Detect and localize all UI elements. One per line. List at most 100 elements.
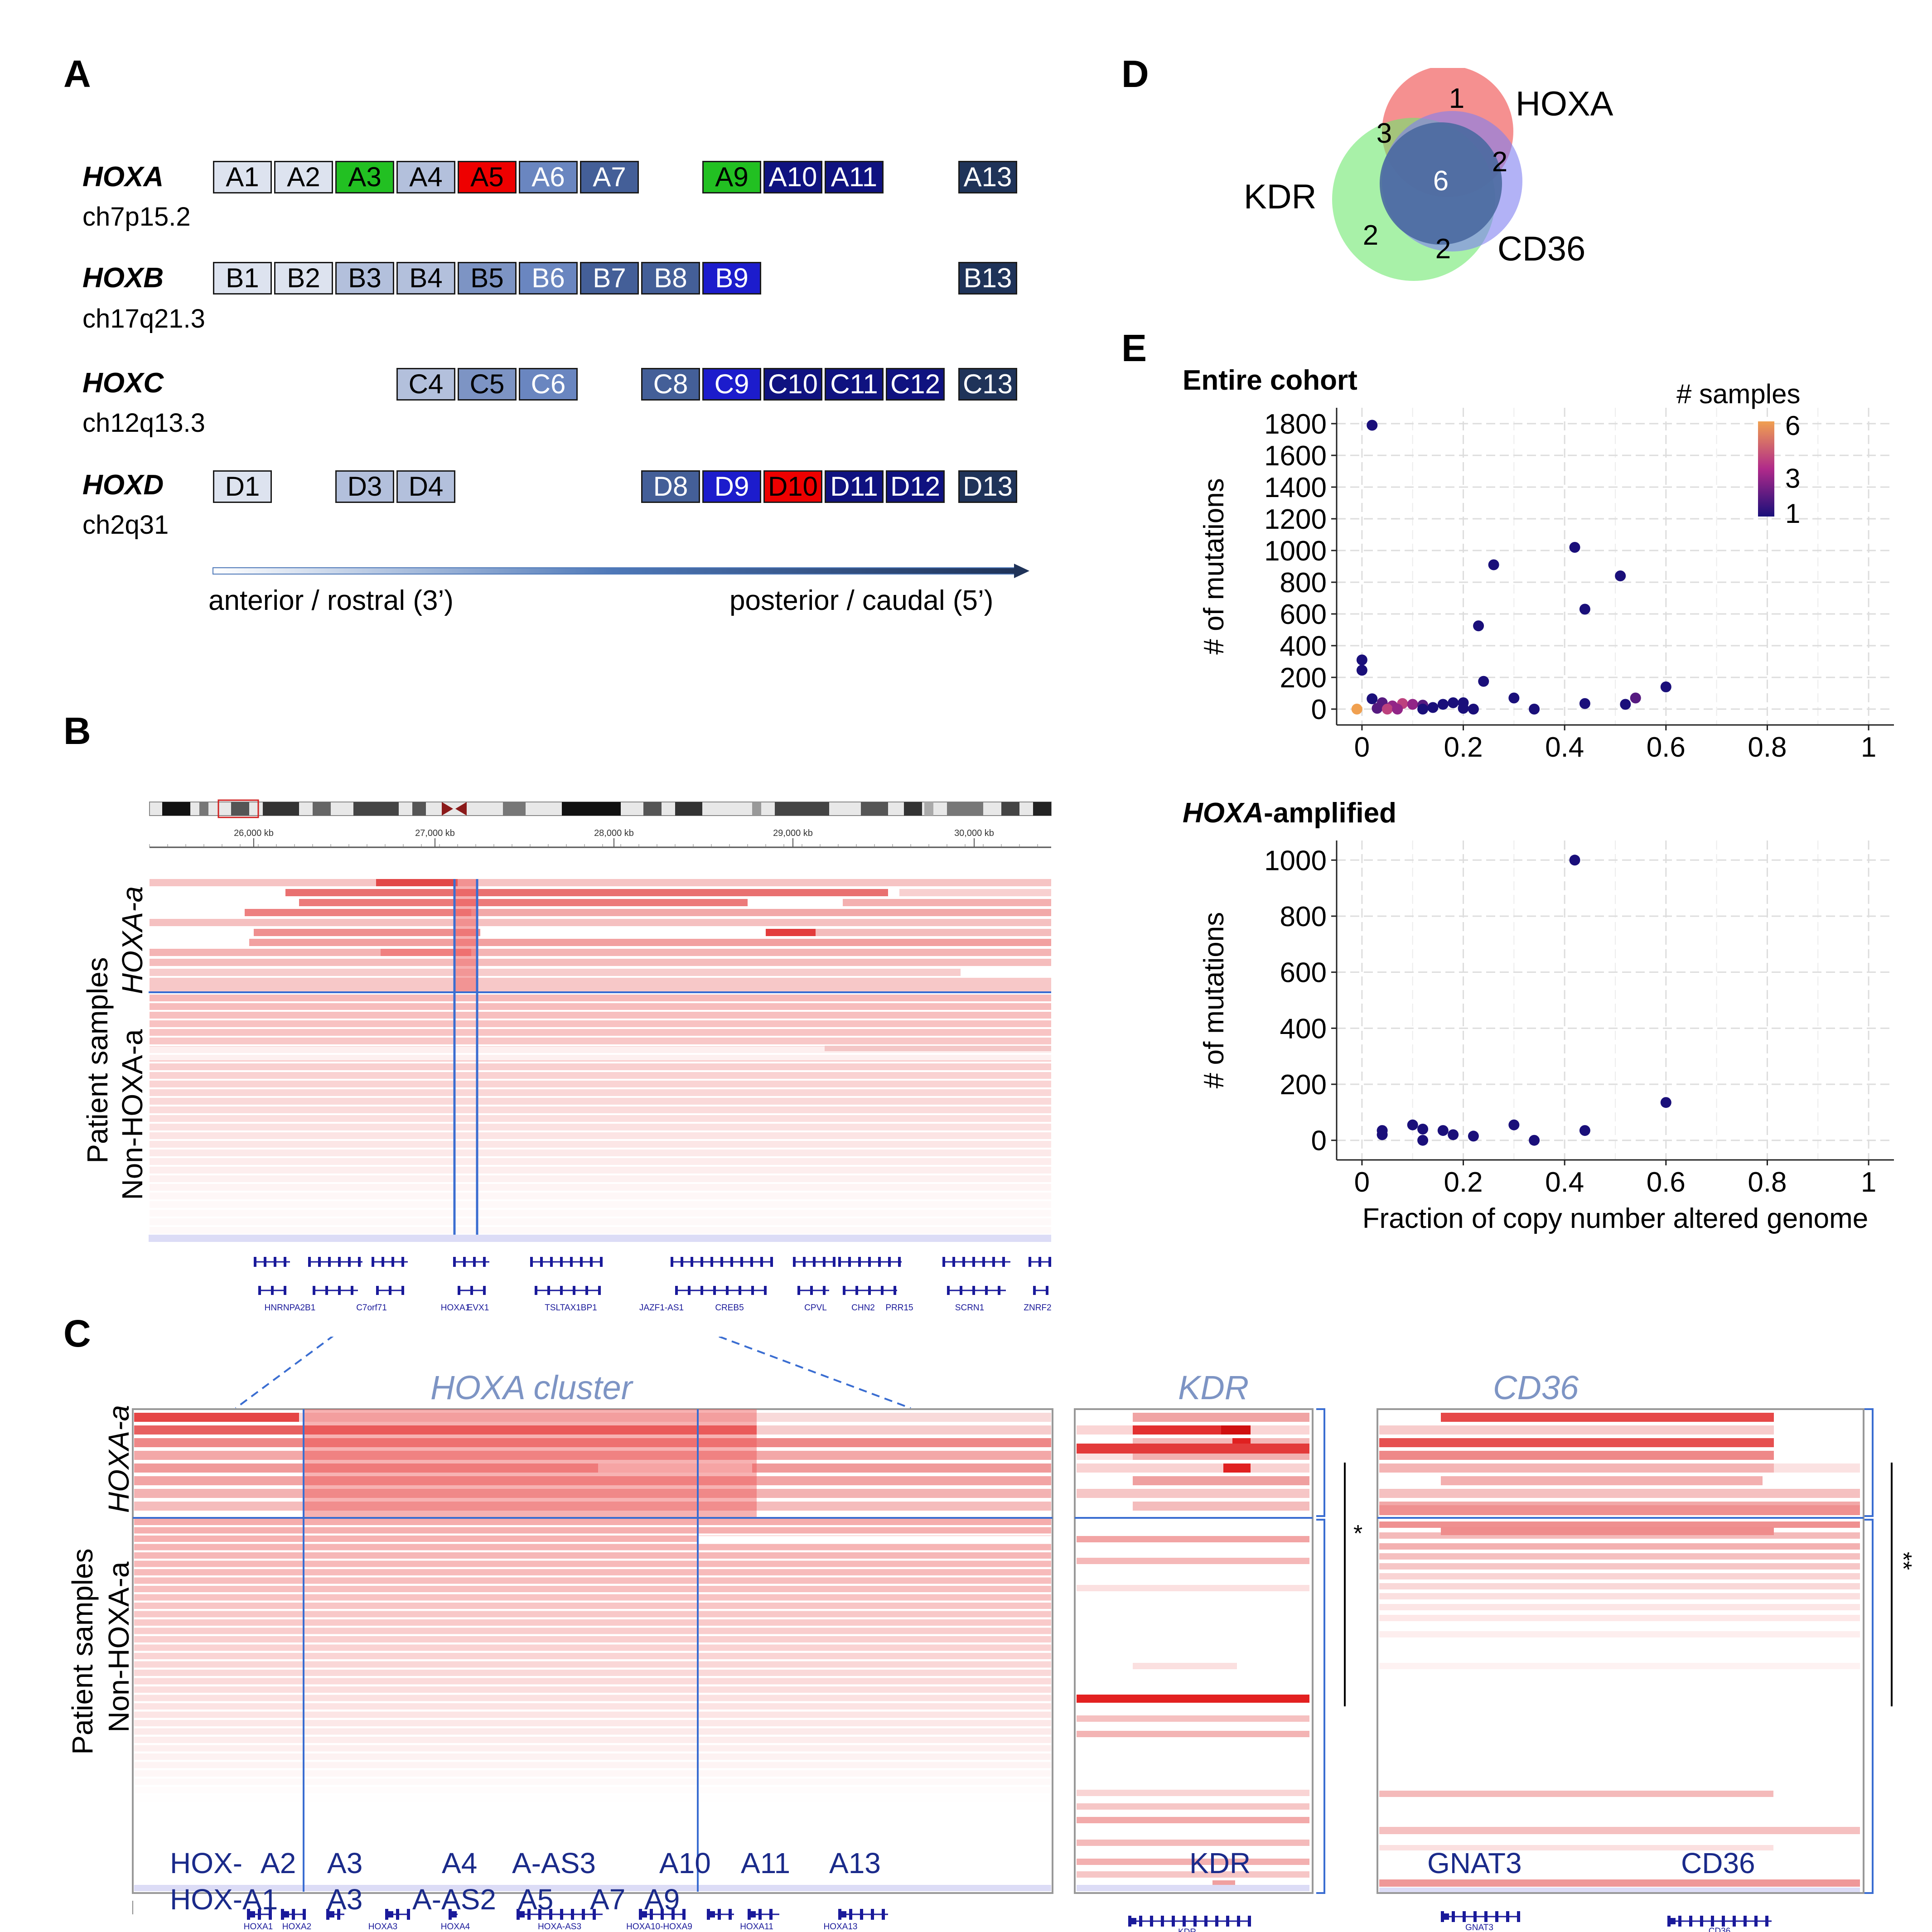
cluster-name-hoxb: HOXB — [82, 262, 164, 294]
hox-gene-label: A11 — [741, 1847, 791, 1879]
hoxa-track-label: HOXA1 — [244, 1922, 273, 1932]
cluster-loc-hoxa: ch7p15.2 — [82, 202, 191, 232]
browser-gene-label: JAZF1-AS1 — [639, 1303, 684, 1313]
scatter-point — [1448, 697, 1459, 708]
y-tick-label: 200 — [1280, 1069, 1327, 1101]
scatter-point — [1468, 1130, 1479, 1142]
hoxa-track-label: HOXA3 — [368, 1922, 397, 1932]
legend-label: 1 — [1785, 498, 1800, 529]
kb-ticks: 26,000 kb 27,000 kb 28,000 kb 29,000 kb 30,0… — [149, 828, 1038, 847]
title-kdr: KDR — [1178, 1369, 1249, 1406]
gene-box-a10: A10 — [763, 161, 822, 193]
browser-gene-label: SCRN1 — [955, 1303, 984, 1313]
browser-gene-label: CREB5 — [715, 1303, 744, 1313]
venn-count-kdr-only: 2 — [1363, 220, 1378, 251]
hox-gene-label: HOX-A1 — [170, 1883, 278, 1916]
gene-box-b2: B2 — [274, 262, 333, 295]
gene-box-a2: A2 — [274, 161, 333, 193]
hox-gene-label: A4 — [442, 1847, 478, 1879]
scatter-point — [1508, 692, 1520, 704]
scatter-point — [1615, 570, 1626, 581]
kdr-rows — [1074, 1408, 1314, 1894]
gene-box-b4: B4 — [396, 262, 455, 295]
panel-label-c: C — [63, 1312, 91, 1355]
browser-gene-label: C7orf71 — [356, 1303, 387, 1313]
y-tick-label: 1000 — [1264, 845, 1327, 876]
legend-label: 6 — [1785, 411, 1800, 441]
gene-box-b6: B6 — [519, 262, 578, 295]
gene-box-c12: C12 — [886, 368, 945, 401]
browser-tracks: 26,000 kb 27,000 kb 28,000 kb 29,000 kb 30,0… — [149, 799, 1052, 1313]
gene-box-a13: A13 — [958, 161, 1017, 193]
cnv-genome-browser: 26,000 kb 27,000 kb 28,000 kb 29,000 kb 30,0… — [0, 770, 1087, 1332]
scatter-hoxa-amplified: 0 0.2 0.4 0.6 0.8 1 0 200 400 600 800 1000 # of muta… — [1183, 802, 1894, 1234]
chart-title: HOXA-amplified — [1183, 802, 1396, 829]
scatter-point — [1529, 1135, 1540, 1146]
scatter-point — [1356, 654, 1367, 666]
y-axis-label: # of mutations — [1198, 478, 1230, 654]
chart-title: Entire cohort — [1183, 365, 1357, 396]
cd36-rows — [1377, 1408, 1864, 1894]
scatter-point — [1356, 665, 1367, 676]
y-tick-label: 200 — [1280, 662, 1327, 694]
hox-gene-label: A2 — [261, 1847, 296, 1879]
scatter-point — [1351, 704, 1362, 715]
zoom-tracks: HOXA1 HOXA2 HOXA3 HOXA4 HOXA-AS3 HOXA10-HOXA9… — [132, 1337, 1893, 1932]
cd36-gene-label: CD36 — [1681, 1847, 1755, 1879]
panel-label-b: B — [63, 710, 91, 752]
y-tick-label: 1000 — [1264, 536, 1327, 567]
scatter-point — [1579, 1125, 1590, 1136]
scatter-point — [1372, 703, 1383, 714]
x-tick-label: 1 — [1861, 732, 1876, 763]
hoxa-track-label: HOXA2 — [282, 1922, 311, 1932]
scatter-point — [1478, 676, 1489, 687]
hox-gene-label: A-AS2 — [412, 1883, 496, 1916]
sig-star-cd36: ** — [1890, 1551, 1917, 1570]
scatter-point — [1488, 559, 1499, 570]
venn-label-hoxa: HOXA — [1516, 85, 1613, 123]
scatter-point — [1660, 1097, 1671, 1108]
zoom-dash-left — [235, 1337, 334, 1409]
legend-label: 3 — [1785, 463, 1800, 493]
gene-box-b3: B3 — [335, 262, 394, 295]
chart-title-part: HOXA — [1183, 802, 1264, 829]
scatter-point — [1630, 692, 1641, 704]
hox-gene-label: A5 — [518, 1883, 554, 1916]
hoxa-track-label: HOXA-AS3 — [538, 1922, 581, 1932]
c-ylabel-hoxa-a: HOXA-a — [102, 1405, 135, 1513]
hox-gene-label: A3 — [327, 1847, 363, 1879]
cluster-loc-hoxd: ch2q31 — [82, 510, 169, 540]
scatter-point — [1468, 704, 1479, 715]
venn-diagram: 1 3 2 6 2 2 HOXA KDR CD36 — [1244, 68, 1613, 281]
browser-bottom-track — [149, 1235, 1051, 1242]
gene-box-c10: C10 — [763, 368, 822, 401]
gene-box-c8: C8 — [641, 368, 700, 401]
gene-box-a5: A5 — [458, 161, 517, 193]
gene-box-d13: D13 — [958, 470, 1017, 503]
gene-box-c11: C11 — [825, 368, 884, 401]
scatter-point — [1392, 704, 1403, 715]
gene-box-c4: C4 — [396, 368, 455, 401]
gene-box-b9: B9 — [702, 262, 761, 295]
cluster-name-hoxd: HOXD — [82, 469, 164, 501]
venn-count-hoxa-cd36: 2 — [1492, 146, 1507, 178]
scatter-point — [1458, 697, 1469, 708]
hox-gene-label: A7 — [590, 1883, 626, 1916]
scatter-point — [1473, 620, 1484, 632]
gene-box-a6: A6 — [519, 161, 578, 193]
venn-label-cd36: CD36 — [1497, 230, 1585, 268]
scatter-point — [1377, 1129, 1388, 1140]
venn-label-kdr: KDR — [1244, 178, 1316, 216]
venn-count-hoxa-only: 1 — [1449, 83, 1464, 114]
gene-box-b7: B7 — [580, 262, 639, 295]
kb-tick-label: 27,000 kb — [415, 828, 455, 838]
browser-gene-label: HOXA1 — [441, 1303, 470, 1313]
panel-label-e: E — [1121, 327, 1147, 369]
browser-gene-label: TSLTAX1BP1 — [545, 1303, 597, 1313]
x-tick-label: 0 — [1354, 1167, 1370, 1198]
title-hoxa-cluster: HOXA cluster — [430, 1368, 632, 1407]
x-tick-label: 0.8 — [1748, 1167, 1787, 1198]
hoxa-track-label: HOXA11 — [740, 1922, 773, 1932]
cluster-loc-hoxc: ch12q13.3 — [82, 408, 205, 438]
